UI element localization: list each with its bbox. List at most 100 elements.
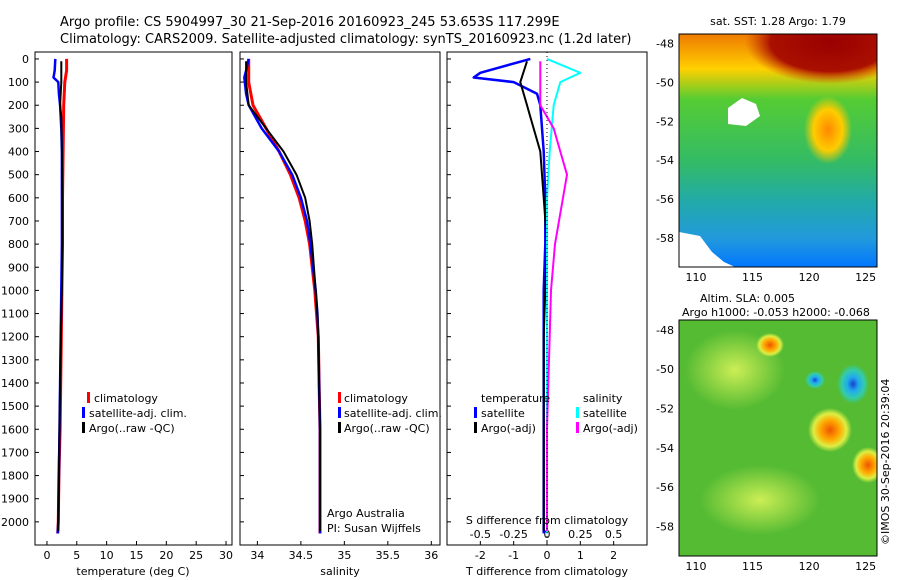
depth-tick-label: 800	[8, 238, 29, 251]
sla-map-title-1: Altim. SLA: 0.005	[700, 292, 795, 305]
salinity-legend: climatology satellite-adj. clim. Argo(..…	[327, 392, 442, 535]
legend-label-sal-satellite: satellite	[583, 407, 627, 420]
map-lon-label: 120	[799, 560, 820, 573]
depth-tick-label: 1300	[1, 354, 29, 367]
depth-tick-label: 1200	[1, 331, 29, 344]
s-tick-label: 0	[544, 528, 551, 541]
depth-tick-label: 600	[8, 192, 29, 205]
map-lat-label: -56	[656, 481, 674, 494]
legend-swatch-satellite	[338, 407, 341, 418]
map-lat-label: -48	[656, 324, 674, 337]
depth-tick-label: 400	[8, 146, 29, 159]
legend-label-temp-satellite: satellite	[481, 407, 525, 420]
depth-tick-label: 200	[8, 99, 29, 112]
sst-warm-core	[745, 34, 877, 84]
sla-warm-eddy	[852, 447, 877, 483]
sst-map-frame	[678, 33, 878, 268]
map-lon-label: 120	[799, 271, 820, 284]
x-tick-label: 30	[219, 549, 233, 562]
salinity-axes	[239, 51, 441, 546]
series-line-argo-raw-qc-	[57, 61, 64, 532]
map-lat-label: -54	[656, 442, 674, 455]
x-tick-label: 25	[189, 549, 203, 562]
depth-tick-label: 900	[8, 261, 29, 274]
x-tick-label: 36	[424, 549, 438, 562]
x-tick-label: 0	[544, 549, 551, 562]
depth-tick-label: 1800	[1, 470, 29, 483]
legend-title-temperature: temperature	[481, 392, 550, 405]
depth-tick-label: 1500	[1, 400, 29, 413]
temperature-xlabel: temperature (deg C)	[76, 565, 189, 578]
x-tick-label: 1	[577, 549, 584, 562]
legend-swatch-sal-argo	[576, 422, 579, 433]
x-tick-label: 0	[43, 549, 50, 562]
legend-label-temp-argo: Argo(-adj)	[481, 422, 536, 435]
legend-title-salinity: salinity	[583, 392, 623, 405]
map-lat-label: -50	[656, 77, 674, 90]
map-lat-label: -50	[656, 363, 674, 376]
legend-swatch-climatology	[338, 392, 341, 403]
x-tick-label: 5	[73, 549, 80, 562]
depth-tick-label: 1400	[1, 377, 29, 390]
sla-map-title-2: Argo h1000: -0.053 h2000: -0.068	[682, 306, 870, 319]
depth-tick-label: 2000	[1, 516, 29, 529]
legend-swatch-argo	[338, 422, 341, 433]
land-or-cloud-mask	[728, 98, 760, 126]
series-line-climatology	[247, 58, 322, 534]
axis-ticks: 0100200300400500600700800900100011001200…	[1, 38, 876, 573]
series-line-salinity-satellite	[546, 57, 582, 534]
legend-label-satellite: satellite-adj. clim.	[89, 407, 187, 420]
sla-warm-eddy	[756, 333, 784, 357]
depth-tick-label: 300	[8, 122, 29, 135]
s-tick-label: -0.25	[499, 528, 527, 541]
legend-label-argo: Argo(..raw -QC)	[344, 422, 430, 435]
s-tick-label: -0.5	[470, 528, 491, 541]
sst-warm-tongue	[804, 96, 852, 164]
depth-tick-label: 700	[8, 215, 29, 228]
map-lat-label: -58	[656, 521, 674, 534]
header-line-1: Argo profile: CS 5904997_30 21-Sep-2016 …	[60, 15, 560, 30]
legend-label-climatology: climatology	[344, 392, 408, 405]
depth-tick-label: 1900	[1, 493, 29, 506]
sla-light-patch	[700, 465, 820, 535]
legend-label-sal-argo: Argo(-adj)	[583, 422, 638, 435]
x-tick-label: 15	[129, 549, 143, 562]
legend-swatch-temp-satellite	[474, 407, 477, 418]
s-tick-label: 0.25	[568, 528, 593, 541]
map-lat-label: -52	[656, 115, 674, 128]
map-lon-label: 110	[685, 560, 706, 573]
sla-map-frame	[678, 319, 878, 557]
x-tick-label: 20	[159, 549, 173, 562]
legend-swatch-argo	[82, 422, 85, 433]
sst-map	[679, 34, 877, 267]
salinity-xlabel: salinity	[320, 565, 360, 578]
sla-cold-eddy	[837, 364, 869, 404]
legend-label-climatology: climatology	[94, 392, 158, 405]
principal-investigator-note: PI: Susan Wijffels	[327, 522, 421, 535]
series-line-satellite-adj-clim-	[243, 58, 322, 534]
land-or-cloud-mask	[679, 232, 735, 267]
profile-curves	[52, 52, 582, 545]
map-lon-label: 110	[685, 271, 706, 284]
x-tick-label: 34	[250, 549, 264, 562]
depth-tick-label: 500	[8, 169, 29, 182]
series-line-argo-raw-qc-	[245, 61, 321, 532]
map-lon-label: 125	[855, 271, 876, 284]
legend-label-argo: Argo(..raw -QC)	[89, 422, 175, 435]
legend-swatch-temp-argo	[474, 422, 477, 433]
depth-tick-label: 1100	[1, 308, 29, 321]
sla-map	[679, 320, 877, 556]
legend-label-satellite: satellite-adj. clim.	[344, 407, 442, 420]
temperature-legend: climatology satellite-adj. clim. Argo(..…	[82, 392, 187, 435]
argo-australia-note: Argo Australia	[327, 507, 405, 520]
x-tick-label: 35	[337, 549, 351, 562]
map-lon-label: 115	[742, 271, 763, 284]
sla-cold-eddy	[805, 371, 825, 389]
sla-warm-eddy	[808, 408, 852, 452]
legend-swatch-climatology	[87, 392, 90, 403]
map-lat-label: -58	[656, 232, 674, 245]
x-tick-label: 2	[610, 549, 617, 562]
depth-tick-label: 100	[8, 76, 29, 89]
map-lat-label: -52	[656, 403, 674, 416]
